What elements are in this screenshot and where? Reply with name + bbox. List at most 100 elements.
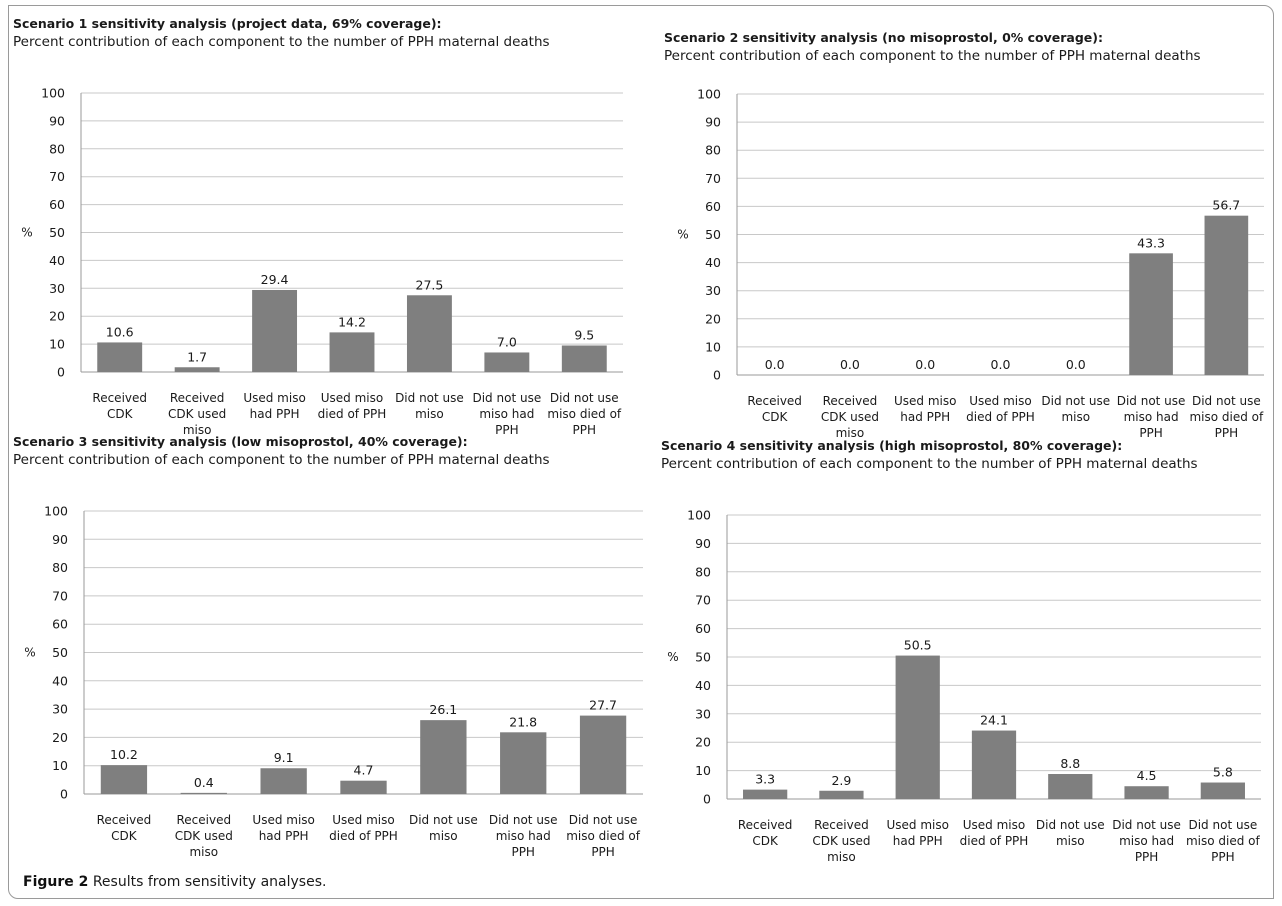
x-category-label: Received xyxy=(814,818,869,832)
y-tick-label: 90 xyxy=(695,536,711,551)
y-tick-label: 50 xyxy=(695,650,711,665)
bar xyxy=(579,715,627,794)
bar xyxy=(971,730,1017,799)
x-category-label: Did not use xyxy=(489,813,558,827)
y-tick-label: 10 xyxy=(705,339,721,354)
x-category-label: had PPH xyxy=(893,834,943,848)
x-category-label: had PPH xyxy=(250,407,300,421)
x-category-label: Did not use xyxy=(1112,818,1181,832)
y-tick-label: 80 xyxy=(695,564,711,579)
x-category-label: miso died of xyxy=(1186,834,1261,848)
y-tick-label: 50 xyxy=(52,645,68,660)
y-tick-label: 80 xyxy=(52,560,68,575)
bar xyxy=(340,780,387,794)
panel-subtitle: Percent contribution of each component t… xyxy=(664,48,1201,64)
bar-value-label: 29.4 xyxy=(261,272,289,287)
x-category-label: miso xyxy=(836,426,865,440)
y-tick-label: 30 xyxy=(52,702,68,717)
bar xyxy=(420,720,467,794)
y-tick-label: 20 xyxy=(695,735,711,750)
x-category-label: Did not use xyxy=(409,813,478,827)
x-category-label: died of PPH xyxy=(960,834,1029,848)
x-category-label: miso died of xyxy=(566,829,641,843)
x-category-label: miso xyxy=(415,407,444,421)
bar xyxy=(895,655,940,799)
bar xyxy=(1048,774,1093,799)
bar-value-label: 4.5 xyxy=(1137,768,1157,783)
y-tick-label: 50 xyxy=(705,227,721,242)
bar-value-label: 50.5 xyxy=(904,638,932,653)
scenario-2-panel: Scenario 2 sensitivity analysis (no miso… xyxy=(664,30,1274,441)
y-tick-label: 40 xyxy=(49,253,65,268)
y-tick-label: 40 xyxy=(52,673,68,688)
y-tick-label: 20 xyxy=(52,730,68,745)
bar-value-label: 27.7 xyxy=(589,698,617,713)
bar xyxy=(406,295,452,372)
x-category-label: Received xyxy=(92,391,147,405)
x-category-label: PPH xyxy=(511,845,535,859)
bar-value-label: 24.1 xyxy=(980,713,1008,728)
panel-title: Scenario 2 sensitivity analysis (no miso… xyxy=(664,30,1104,45)
x-category-label: Used miso xyxy=(969,394,1031,408)
y-tick-label: 70 xyxy=(705,171,721,186)
bar xyxy=(100,765,148,794)
y-tick-label: 30 xyxy=(695,706,711,721)
bar-value-label: 14.2 xyxy=(338,314,366,329)
x-category-label: PPH xyxy=(1135,850,1159,864)
bar xyxy=(97,342,143,372)
x-category-label: CDK xyxy=(111,829,138,843)
figure-frame: Scenario 1 sensitivity analysis (project… xyxy=(8,5,1274,899)
x-category-label: PPH xyxy=(495,423,519,437)
y-tick-label: 40 xyxy=(705,255,721,270)
y-tick-label: 70 xyxy=(695,593,711,608)
x-category-label: Did not use xyxy=(1117,394,1186,408)
x-category-label: CDK used xyxy=(812,834,870,848)
x-category-label: PPH xyxy=(1139,426,1163,440)
x-category-label: Did not use xyxy=(1036,818,1105,832)
bar xyxy=(561,345,607,372)
bar-value-label: 5.8 xyxy=(1213,765,1233,780)
y-tick-label: 60 xyxy=(695,621,711,636)
bar-value-label: 3.3 xyxy=(755,772,775,787)
x-category-label: miso had xyxy=(1124,410,1179,424)
y-tick-label: 100 xyxy=(697,87,721,102)
y-tick-label: 90 xyxy=(705,115,721,130)
panel-subtitle: Percent contribution of each component t… xyxy=(13,34,550,50)
panel-title: Scenario 1 sensitivity analysis (project… xyxy=(13,16,442,31)
bar-value-label: 0.0 xyxy=(915,357,935,372)
x-category-label: miso xyxy=(1056,834,1085,848)
y-tick-label: 60 xyxy=(52,617,68,632)
x-category-label: Received xyxy=(176,813,231,827)
x-category-label: Received xyxy=(823,394,878,408)
x-category-label: Did not use xyxy=(1041,394,1110,408)
x-category-label: PPH xyxy=(591,845,615,859)
caption-label: Figure 2 xyxy=(23,874,89,890)
y-tick-label: 100 xyxy=(41,86,65,101)
bar xyxy=(1124,786,1169,799)
y-axis-label: % xyxy=(667,650,678,664)
x-category-label: CDK xyxy=(107,407,134,421)
bar-value-label: 0.0 xyxy=(840,357,860,372)
panel-subtitle: Percent contribution of each component t… xyxy=(13,452,550,468)
bar xyxy=(1129,253,1173,375)
y-tick-label: 90 xyxy=(49,113,65,128)
x-category-label: Did not use xyxy=(1188,818,1257,832)
scenario-2-chart: 0 10 20 30 40 50 60 70 80 90 100% 0.0 Received CDK 0.0… xyxy=(677,87,1264,441)
x-category-label: Received xyxy=(170,391,225,405)
bar-value-label: 56.7 xyxy=(1212,198,1240,213)
y-tick-label: 70 xyxy=(49,169,65,184)
scenario-3-chart: 0 10 20 30 40 50 60 70 80 90 100% 10.2 Received CDK 0.… xyxy=(24,504,643,859)
bar xyxy=(180,792,227,794)
x-category-label: Used miso xyxy=(252,813,314,827)
x-category-label: Did not use xyxy=(569,813,638,827)
x-category-label: CDK used xyxy=(175,829,233,843)
x-category-label: miso had xyxy=(1119,834,1174,848)
y-tick-label: 10 xyxy=(49,337,65,352)
x-category-label: Received xyxy=(738,818,793,832)
bar-value-label: 0.0 xyxy=(991,357,1011,372)
bar-value-label: 27.5 xyxy=(416,277,444,292)
y-axis-label: % xyxy=(24,646,35,660)
x-category-label: miso had xyxy=(479,407,534,421)
y-tick-label: 0 xyxy=(713,368,721,383)
y-tick-label: 100 xyxy=(687,508,711,523)
